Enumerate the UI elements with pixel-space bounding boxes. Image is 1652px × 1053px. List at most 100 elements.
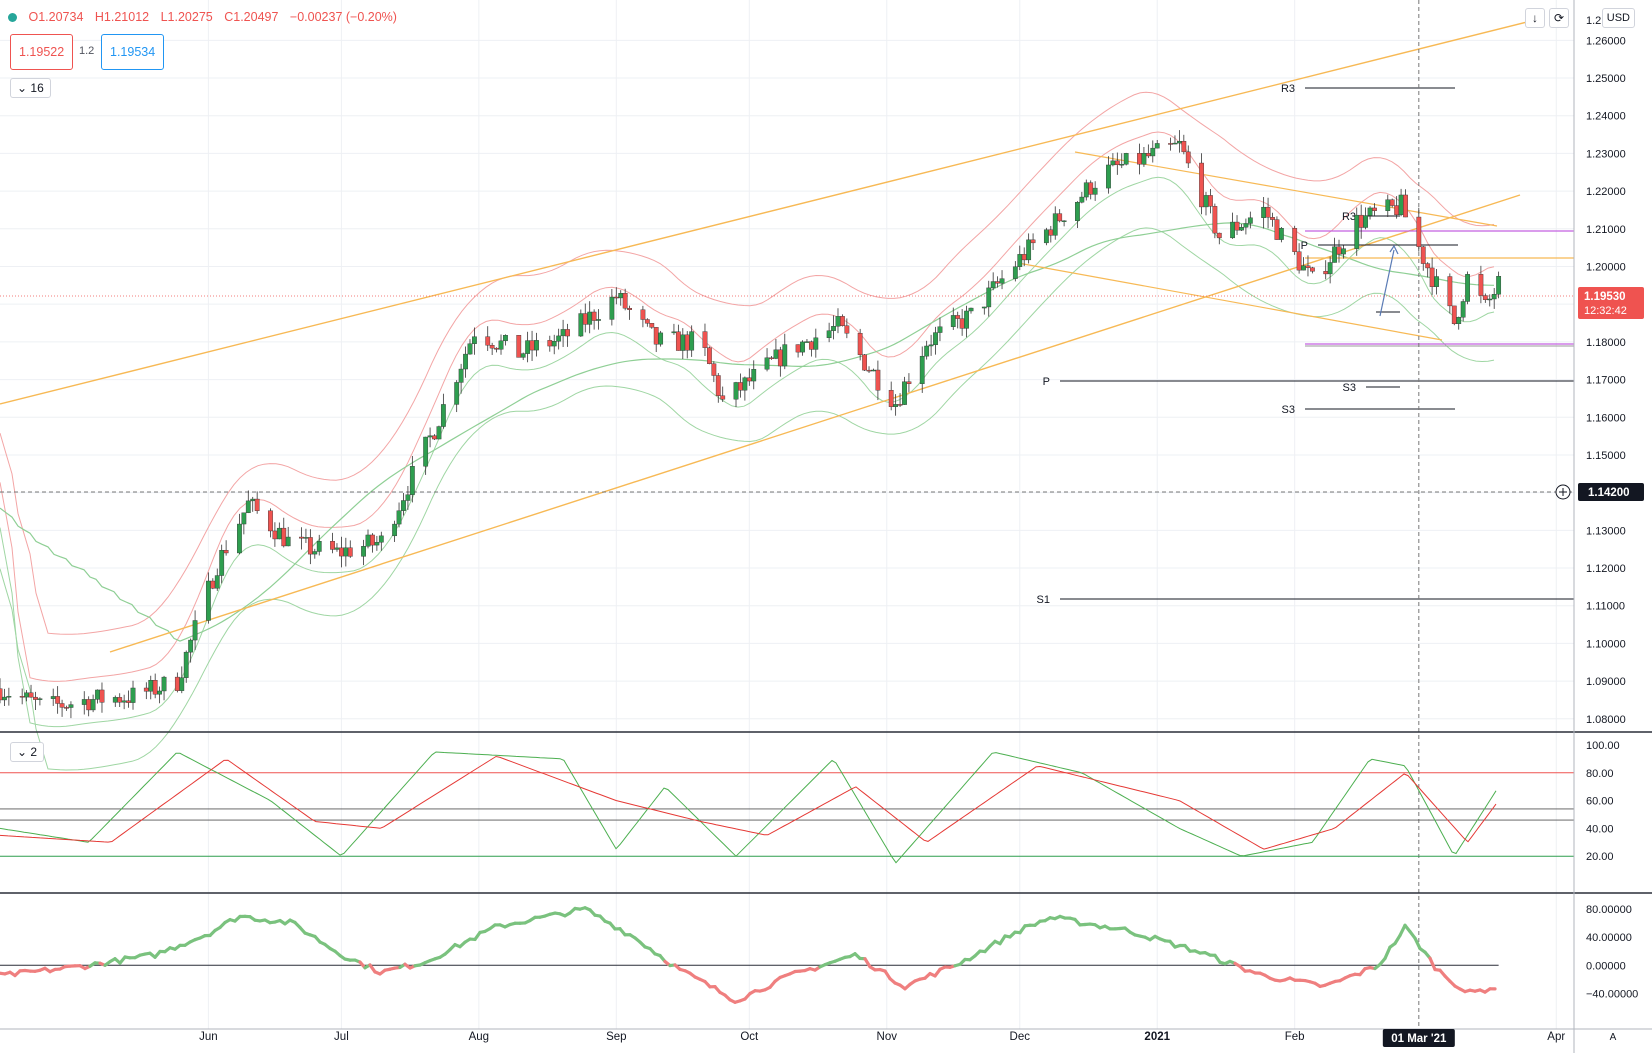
candle-body[interactable]	[1243, 223, 1249, 228]
candle-body[interactable]	[68, 704, 74, 708]
candle-body[interactable]	[999, 278, 1005, 284]
candle-body[interactable]	[130, 687, 136, 703]
candle-body[interactable]	[897, 404, 903, 406]
candle-body[interactable]	[1310, 267, 1315, 272]
candle-body[interactable]	[653, 327, 659, 345]
candle-body[interactable]	[1079, 196, 1085, 203]
candle-body[interactable]	[1026, 239, 1032, 261]
candle-body[interactable]	[498, 340, 504, 350]
candle-body[interactable]	[826, 330, 832, 339]
candle-body[interactable]	[986, 287, 992, 308]
candle-body[interactable]	[640, 309, 646, 320]
candle-body[interactable]	[742, 377, 748, 391]
candle-body[interactable]	[1363, 215, 1369, 228]
candle-body[interactable]	[711, 363, 717, 376]
candle-body[interactable]	[1385, 199, 1391, 211]
candle-body[interactable]	[587, 311, 593, 325]
candle-body[interactable]	[1247, 217, 1253, 224]
candle-body[interactable]	[658, 332, 664, 345]
candle-body[interactable]	[1358, 214, 1364, 228]
candle-body[interactable]	[28, 692, 34, 698]
candle-body[interactable]	[1332, 246, 1337, 263]
candle-body[interactable]	[6, 696, 12, 698]
candle-body[interactable]	[223, 549, 229, 554]
arrow-down-icon[interactable]: ↓	[1525, 8, 1545, 28]
candle-body[interactable]	[1212, 206, 1218, 234]
candle-body[interactable]	[689, 331, 695, 351]
candle-body[interactable]	[1261, 206, 1267, 218]
candle-body[interactable]	[1114, 160, 1120, 165]
candle-body[interactable]	[1106, 164, 1111, 189]
candle-body[interactable]	[432, 435, 437, 440]
candle-body[interactable]	[494, 347, 499, 350]
candle-body[interactable]	[285, 536, 291, 547]
candle-body[interactable]	[1341, 248, 1346, 255]
candle-body[interactable]	[64, 707, 69, 709]
candle-body[interactable]	[560, 329, 566, 337]
candle-body[interactable]	[1012, 266, 1018, 279]
candle-body[interactable]	[618, 293, 624, 299]
candle-body[interactable]	[804, 341, 810, 343]
candle-body[interactable]	[401, 500, 406, 511]
candle-body[interactable]	[857, 333, 863, 355]
candle-body[interactable]	[361, 546, 366, 557]
candle-body[interactable]	[800, 341, 805, 353]
stochastic-pane[interactable]	[0, 751, 1574, 864]
candle-body[interactable]	[179, 677, 185, 691]
oscillator-segment[interactable]	[1383, 945, 1392, 961]
candle-body[interactable]	[1451, 305, 1457, 325]
candle-body[interactable]	[981, 306, 987, 309]
arrow-head-icon[interactable]	[1389, 244, 1399, 255]
trend-drawings[interactable]: R3 R3 P P S3 S3 S1	[0, 0, 1574, 1029]
candle-body[interactable]	[968, 307, 974, 312]
candle-body[interactable]	[117, 697, 123, 703]
candle-body[interactable]	[1305, 265, 1311, 268]
candle-body[interactable]	[81, 699, 87, 705]
candlestick-series[interactable]	[0, 130, 1502, 719]
candle-body[interactable]	[1083, 182, 1089, 198]
candle-body[interactable]	[764, 357, 770, 370]
candle-body[interactable]	[813, 337, 819, 350]
candle-body[interactable]	[862, 354, 867, 371]
candle-body[interactable]	[613, 296, 619, 299]
stoch-k-line[interactable]	[0, 751, 1497, 864]
candle-body[interactable]	[1336, 246, 1342, 255]
refresh-icon[interactable]: ⟳	[1549, 8, 1569, 28]
candle-body[interactable]	[174, 676, 180, 691]
candle-body[interactable]	[1119, 164, 1125, 166]
candle-body[interactable]	[1185, 151, 1191, 164]
candle-body[interactable]	[525, 340, 531, 354]
candle-body[interactable]	[210, 580, 216, 589]
candle-body[interactable]	[1478, 274, 1484, 296]
candle-body[interactable]	[919, 355, 925, 384]
candle-body[interactable]	[1021, 254, 1027, 261]
candle-body[interactable]	[937, 326, 943, 333]
candle-body[interactable]	[1274, 219, 1280, 240]
candle-body[interactable]	[1030, 239, 1036, 244]
candle-body[interactable]	[1270, 217, 1275, 220]
candle-body[interactable]	[1447, 276, 1453, 307]
candle-body[interactable]	[534, 340, 539, 351]
oscillator-segment[interactable]	[1398, 923, 1407, 938]
candle-body[interactable]	[684, 334, 690, 351]
candle-body[interactable]	[578, 313, 584, 337]
candle-body[interactable]	[316, 540, 322, 552]
candle-body[interactable]	[330, 540, 335, 550]
candle-body[interactable]	[152, 680, 158, 695]
candle-body[interactable]	[1394, 205, 1400, 216]
candle-body[interactable]	[1048, 229, 1054, 236]
candle-body[interactable]	[121, 700, 127, 703]
candle-body[interactable]	[1323, 271, 1329, 275]
candle-body[interactable]	[644, 319, 650, 324]
candle-body[interactable]	[254, 498, 260, 511]
candle-body[interactable]	[1389, 199, 1395, 206]
candle-body[interactable]	[702, 331, 708, 348]
candle-body[interactable]	[875, 369, 881, 391]
candle-body[interactable]	[680, 334, 686, 351]
candle-body[interactable]	[1354, 214, 1360, 249]
candle-body[interactable]	[378, 535, 384, 543]
candle-body[interactable]	[427, 435, 433, 438]
candle-body[interactable]	[1199, 162, 1204, 208]
candle-body[interactable]	[205, 580, 211, 621]
candle-body[interactable]	[347, 547, 353, 557]
